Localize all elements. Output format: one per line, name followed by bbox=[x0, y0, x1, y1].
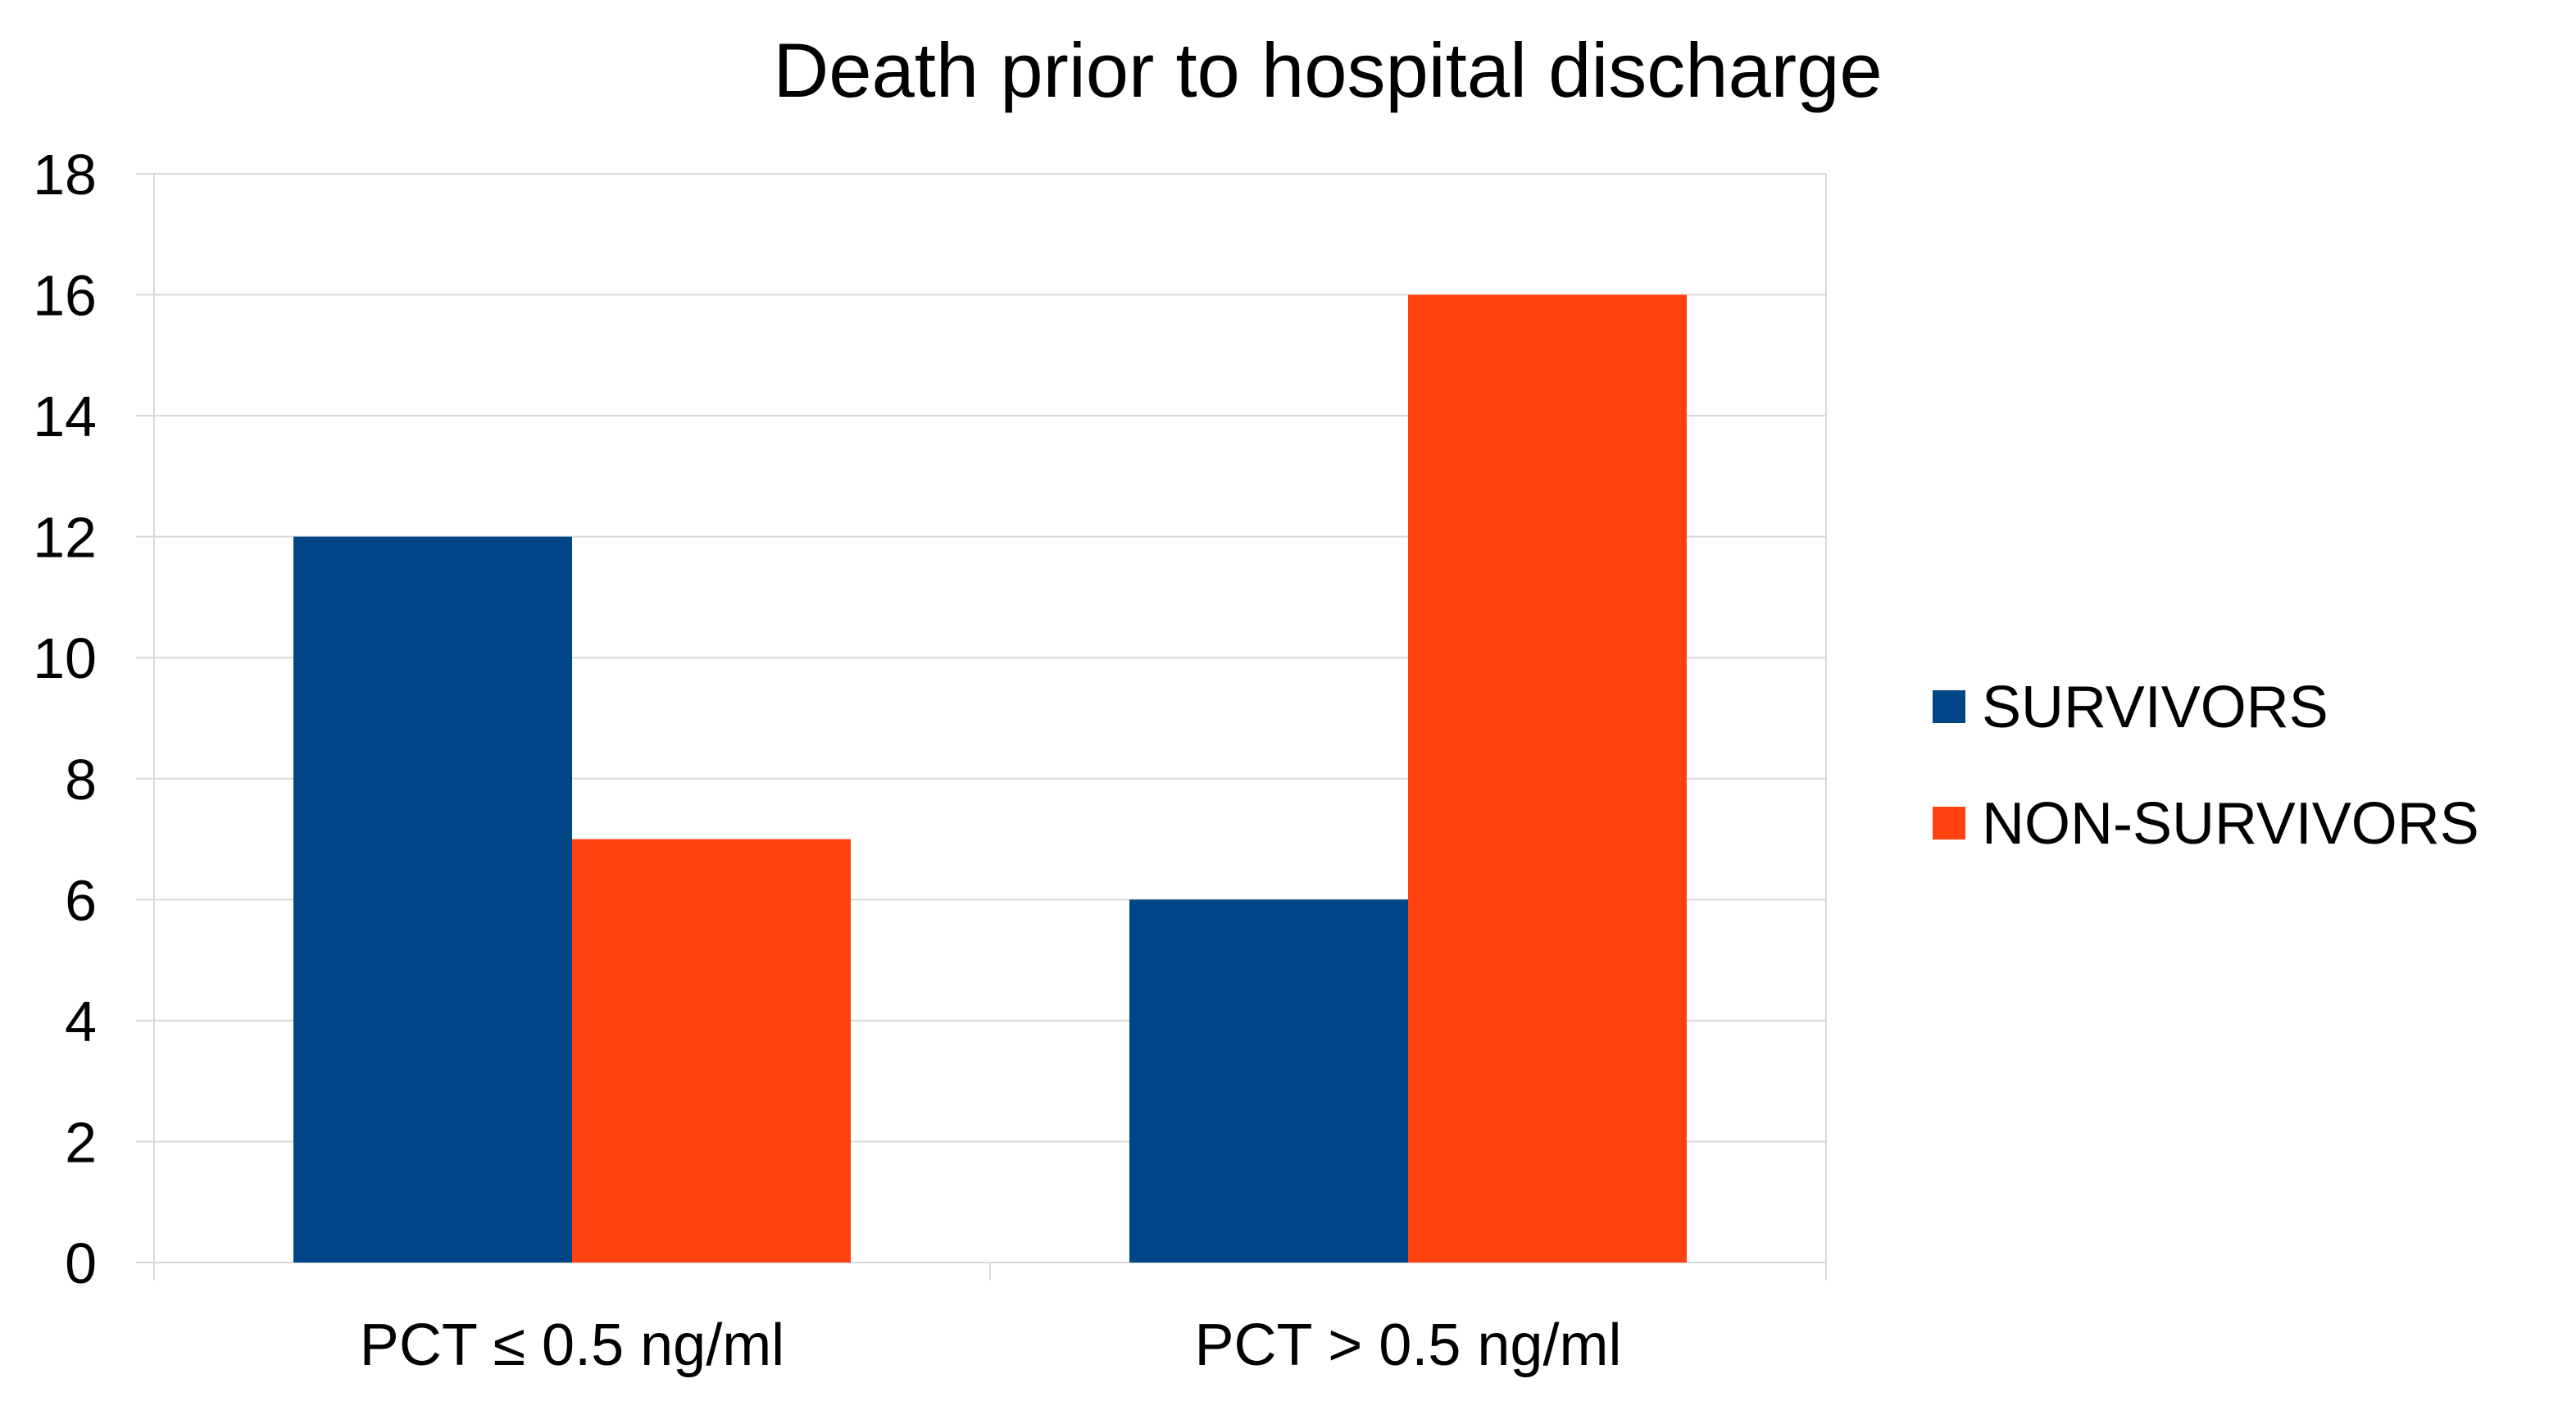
y-tick-label: 2 bbox=[65, 1110, 97, 1174]
bar-non-survivors bbox=[572, 839, 851, 1263]
legend-swatch-non-survivors bbox=[1933, 807, 1965, 840]
y-tick-label: 18 bbox=[33, 143, 97, 207]
plot-area: 0 2 4 6 8 10 12 14 16 18 PCT ≤ 0.5 ng/ml PCT > 0.5 … bbox=[33, 143, 1827, 1378]
legend: SURVIVORS NON-SURVIVORS bbox=[1933, 675, 2479, 857]
y-tick-label: 4 bbox=[65, 990, 97, 1053]
chart-title: Death prior to hospital discharge bbox=[773, 27, 1882, 113]
y-tick-label: 10 bbox=[33, 626, 97, 690]
y-tick-label: 6 bbox=[65, 868, 97, 932]
y-tick-label: 8 bbox=[65, 748, 97, 812]
legend-label: NON-SURVIVORS bbox=[1982, 791, 2479, 857]
legend-label: SURVIVORS bbox=[1982, 675, 2328, 740]
y-tick-label: 16 bbox=[33, 264, 97, 328]
y-tick-label: 0 bbox=[65, 1231, 97, 1295]
legend-swatch-survivors bbox=[1933, 690, 1965, 723]
y-tick-label: 12 bbox=[33, 506, 97, 570]
bar-non-survivors bbox=[1408, 294, 1687, 1263]
y-tick-label: 14 bbox=[33, 384, 97, 448]
x-category-label: PCT > 0.5 ng/ml bbox=[1195, 1313, 1622, 1378]
bar-survivors bbox=[293, 536, 572, 1263]
x-category-label: PCT ≤ 0.5 ng/ml bbox=[360, 1313, 784, 1378]
bar-survivors bbox=[1129, 899, 1408, 1263]
